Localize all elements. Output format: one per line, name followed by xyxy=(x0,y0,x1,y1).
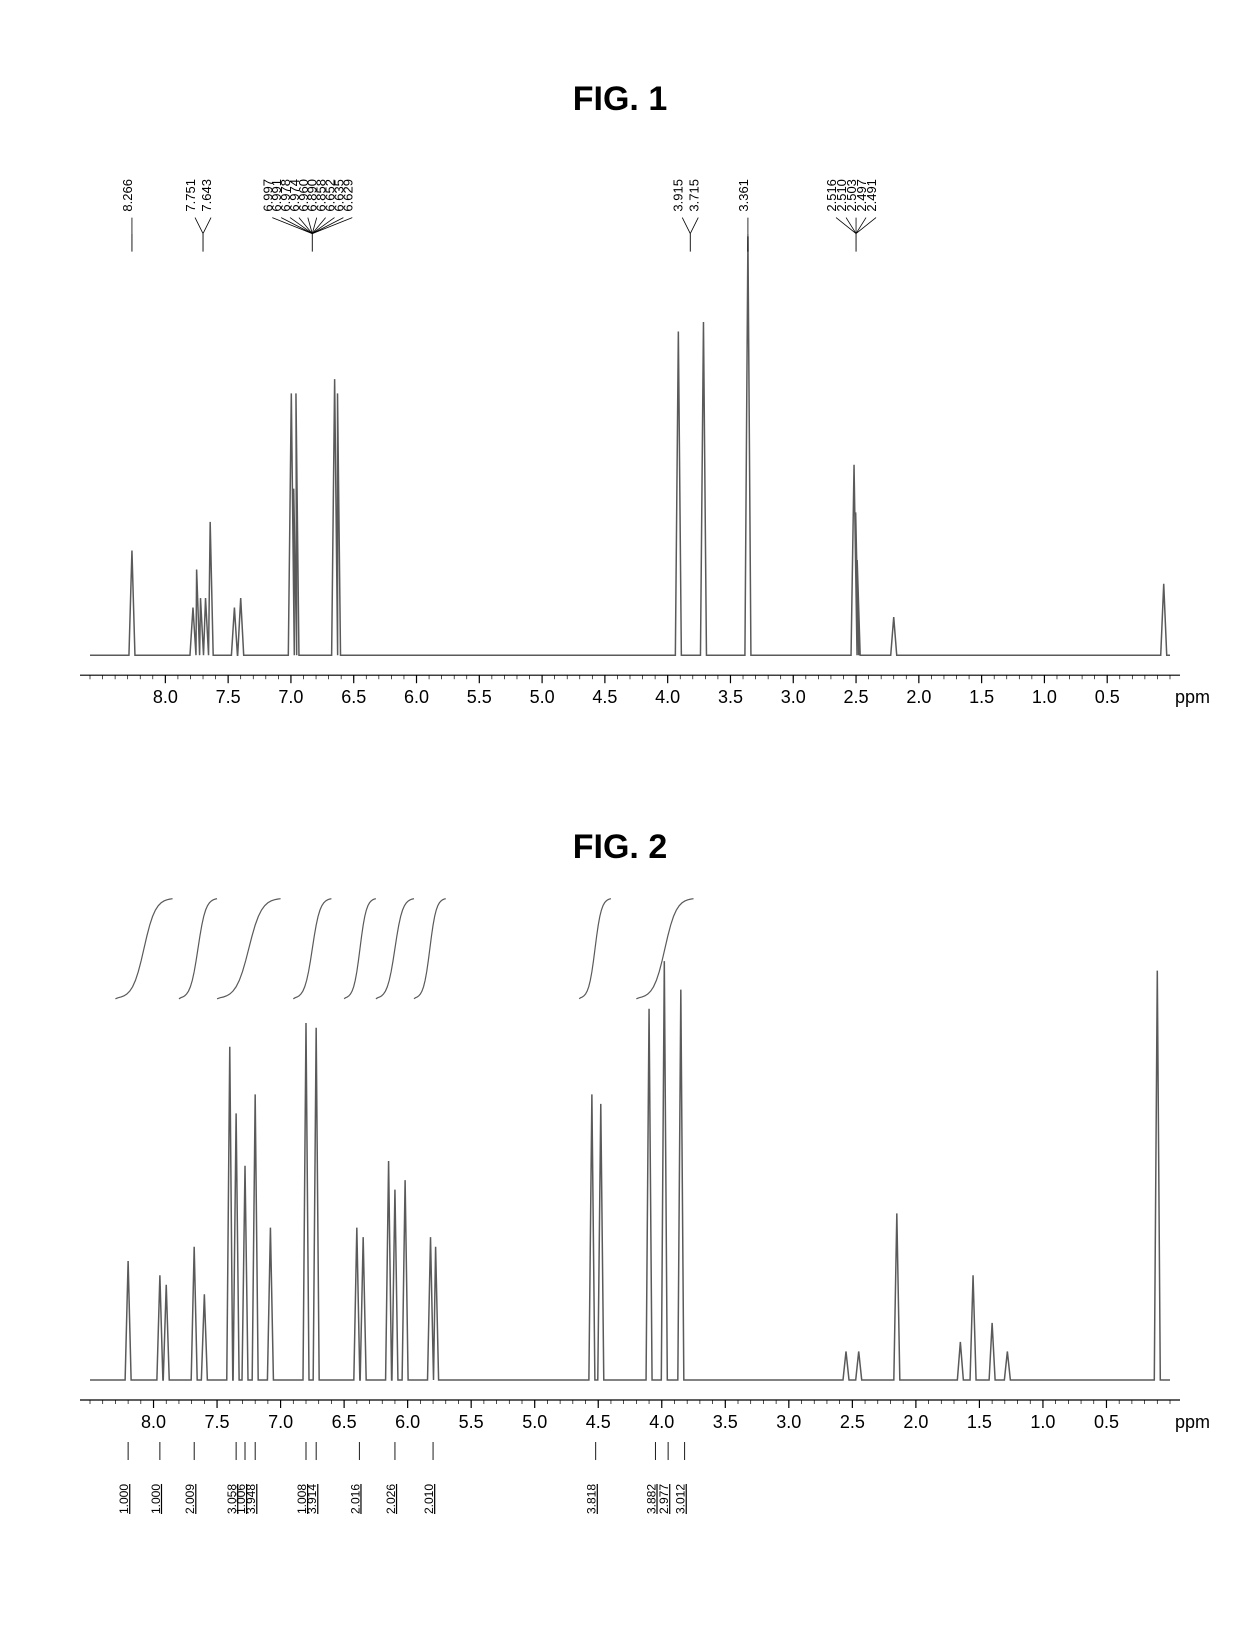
svg-text:7.643: 7.643 xyxy=(199,179,214,212)
svg-text:2.977: 2.977 xyxy=(657,1484,671,1514)
svg-text:0.5: 0.5 xyxy=(1094,1412,1119,1432)
svg-text:3.948: 3.948 xyxy=(244,1484,258,1514)
svg-text:3.818: 3.818 xyxy=(585,1484,599,1514)
svg-text:3.361: 3.361 xyxy=(736,179,751,212)
svg-text:5.0: 5.0 xyxy=(530,687,555,707)
svg-text:3.715: 3.715 xyxy=(686,179,701,212)
svg-text:4.5: 4.5 xyxy=(586,1412,611,1432)
svg-text:8.0: 8.0 xyxy=(141,1412,166,1432)
svg-text:5.0: 5.0 xyxy=(522,1412,547,1432)
svg-text:4.5: 4.5 xyxy=(592,687,617,707)
svg-text:8.0: 8.0 xyxy=(153,687,178,707)
svg-text:3.5: 3.5 xyxy=(713,1412,738,1432)
page: FIG. 1 8.0 7.5 7.0 6.5 6.0 5.5 5.0 4.5 4.0 3.5 3.0… xyxy=(0,0,1240,1646)
svg-text:7.0: 7.0 xyxy=(268,1412,293,1432)
svg-text:6.5: 6.5 xyxy=(341,687,366,707)
fig1-title: FIG. 1 xyxy=(0,80,1240,119)
svg-text:7.751: 7.751 xyxy=(183,179,198,212)
svg-text:3.914: 3.914 xyxy=(305,1484,319,1514)
svg-text:3.0: 3.0 xyxy=(781,687,806,707)
svg-text:4.0: 4.0 xyxy=(655,687,680,707)
svg-text:3.5: 3.5 xyxy=(718,687,743,707)
svg-text:6.0: 6.0 xyxy=(404,687,429,707)
svg-text:7.0: 7.0 xyxy=(278,687,303,707)
fig1-title-text: FIG. 1 xyxy=(573,80,667,118)
svg-text:2.491: 2.491 xyxy=(864,179,879,212)
svg-text:6.5: 6.5 xyxy=(332,1412,357,1432)
svg-text:4.0: 4.0 xyxy=(649,1412,674,1432)
svg-text:5.5: 5.5 xyxy=(467,687,492,707)
svg-text:6.0: 6.0 xyxy=(395,1412,420,1432)
svg-text:1.000: 1.000 xyxy=(117,1484,131,1514)
fig2-title-text: FIG. 2 xyxy=(573,828,667,866)
svg-text:7.5: 7.5 xyxy=(205,1412,230,1432)
svg-text:2.0: 2.0 xyxy=(906,687,931,707)
svg-text:3.012: 3.012 xyxy=(674,1484,688,1514)
svg-text:5.5: 5.5 xyxy=(459,1412,484,1432)
svg-text:6.629: 6.629 xyxy=(340,179,355,212)
svg-text:1.0: 1.0 xyxy=(1032,687,1057,707)
svg-text:7.5: 7.5 xyxy=(216,687,241,707)
svg-text:1.0: 1.0 xyxy=(1030,1412,1055,1432)
svg-text:1.5: 1.5 xyxy=(969,687,994,707)
fig1-spectrum: 8.0 7.5 7.0 6.5 6.0 5.5 5.0 4.5 4.0 3.5 3.0 2.5 2.0 1… xyxy=(0,140,1240,760)
svg-text:ppm: ppm xyxy=(1175,687,1210,707)
svg-text:3.0: 3.0 xyxy=(776,1412,801,1432)
svg-text:2.016: 2.016 xyxy=(348,1484,362,1514)
fig2-spectrum: 8.07.57.06.56.05.55.04.54.03.53.02.52.01… xyxy=(0,876,1240,1586)
svg-text:3.915: 3.915 xyxy=(670,179,685,212)
svg-text:2.5: 2.5 xyxy=(840,1412,865,1432)
svg-text:1.000: 1.000 xyxy=(149,1484,163,1514)
svg-text:ppm: ppm xyxy=(1175,1412,1210,1432)
fig2-title: FIG. 2 xyxy=(0,828,1240,867)
svg-text:2.5: 2.5 xyxy=(844,687,869,707)
svg-text:2.010: 2.010 xyxy=(422,1484,436,1514)
svg-text:2.026: 2.026 xyxy=(384,1484,398,1514)
svg-text:1.5: 1.5 xyxy=(967,1412,992,1432)
svg-text:2.0: 2.0 xyxy=(903,1412,928,1432)
svg-text:8.266: 8.266 xyxy=(120,179,135,212)
svg-text:2.009: 2.009 xyxy=(183,1484,197,1514)
svg-text:0.5: 0.5 xyxy=(1095,687,1120,707)
